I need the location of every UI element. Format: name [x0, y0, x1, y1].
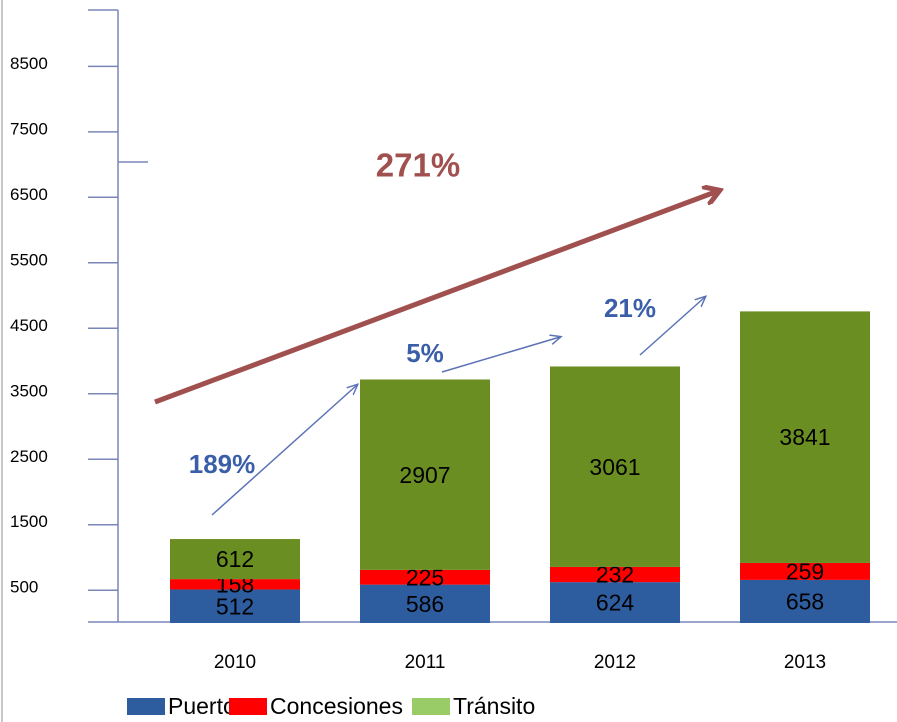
- y-tick-label: 5500: [10, 250, 48, 269]
- data-label: 3061: [589, 454, 640, 480]
- annotation: 21%: [604, 293, 656, 323]
- data-label: 612: [216, 546, 254, 572]
- bar-segment: [170, 589, 300, 623]
- legend-swatch: [412, 698, 450, 715]
- legend-swatch: [127, 698, 165, 715]
- bar-segment: [740, 579, 870, 623]
- bar-segment: [740, 562, 870, 580]
- annotation: 271%: [376, 147, 460, 184]
- y-tick-label: 7500: [10, 119, 48, 138]
- data-label: 512: [216, 593, 254, 619]
- y-tick-label: 2500: [10, 447, 48, 466]
- legend-label: Tránsito: [453, 693, 535, 719]
- annotation: 189%: [189, 449, 256, 479]
- bar-segment: [360, 379, 490, 570]
- x-tick-label: 2011: [405, 652, 446, 673]
- y-tick-label: 8500: [10, 54, 48, 73]
- bar-segment: [550, 566, 680, 583]
- bar-segment: [550, 582, 680, 623]
- trend-arrow: [154, 191, 718, 405]
- data-label: 2907: [399, 462, 450, 488]
- bar-segment: [170, 539, 300, 580]
- y-tick-label: 3500: [10, 381, 48, 400]
- data-label: 624: [596, 590, 635, 616]
- growth-arrow: [441, 337, 560, 373]
- bar-segment: [740, 311, 870, 563]
- data-label: 658: [786, 589, 824, 615]
- bar-segment: [550, 366, 680, 567]
- x-tick-label: 2013: [784, 652, 826, 673]
- bar-segment: [170, 579, 300, 590]
- x-tick-label: 2010: [214, 652, 256, 673]
- x-tick-label: 2012: [594, 652, 636, 673]
- y-tick-label: 6500: [10, 185, 48, 204]
- y-tick-label: 1500: [10, 512, 48, 531]
- data-label: 586: [406, 591, 444, 617]
- data-label: 3841: [779, 424, 830, 450]
- growth-arrow: [639, 297, 705, 356]
- growth-arrow: [211, 385, 357, 516]
- bar-segment: [360, 584, 490, 623]
- y-tick-label: 4500: [10, 316, 48, 335]
- bar-segment: [360, 569, 490, 585]
- legend-label: Concesiones: [270, 693, 403, 719]
- legend-swatch: [229, 698, 267, 715]
- y-tick-label: 500: [10, 578, 38, 597]
- annotation: 5%: [406, 338, 444, 368]
